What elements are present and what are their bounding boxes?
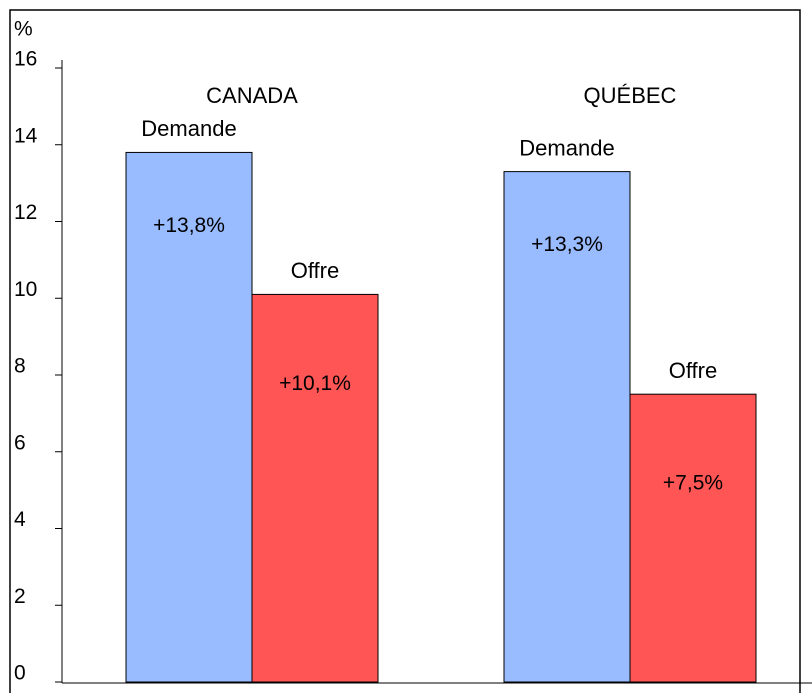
y-axis-label: % (14, 18, 33, 41)
series-name: Offre (291, 258, 340, 283)
series-name: Demande (519, 135, 614, 160)
bar (125, 151, 253, 683)
bar (251, 293, 379, 683)
category-label: QUÉBEC (584, 83, 677, 108)
chart-frame (9, 9, 801, 693)
value-label: +13,3% (531, 233, 603, 256)
bar (629, 393, 757, 683)
category-label: CANADA (206, 83, 298, 108)
y-tick-label: 2 (14, 585, 26, 608)
y-tick-label: 10 (14, 278, 37, 301)
series-name: Offre (669, 358, 718, 383)
value-label: +13,8% (153, 214, 225, 237)
y-tick-label: 8 (14, 355, 26, 378)
y-tick-label: 16 (14, 48, 37, 71)
series-name: Demande (141, 116, 236, 141)
y-tick-label: 0 (14, 662, 26, 685)
y-tick-label: 14 (14, 124, 38, 147)
bar (503, 171, 631, 683)
value-label: +10,1% (279, 372, 351, 395)
y-tick-label: 12 (14, 201, 37, 224)
y-tick-label: 4 (14, 508, 26, 531)
value-label: +7,5% (663, 472, 723, 495)
y-tick-label: 6 (14, 431, 26, 454)
